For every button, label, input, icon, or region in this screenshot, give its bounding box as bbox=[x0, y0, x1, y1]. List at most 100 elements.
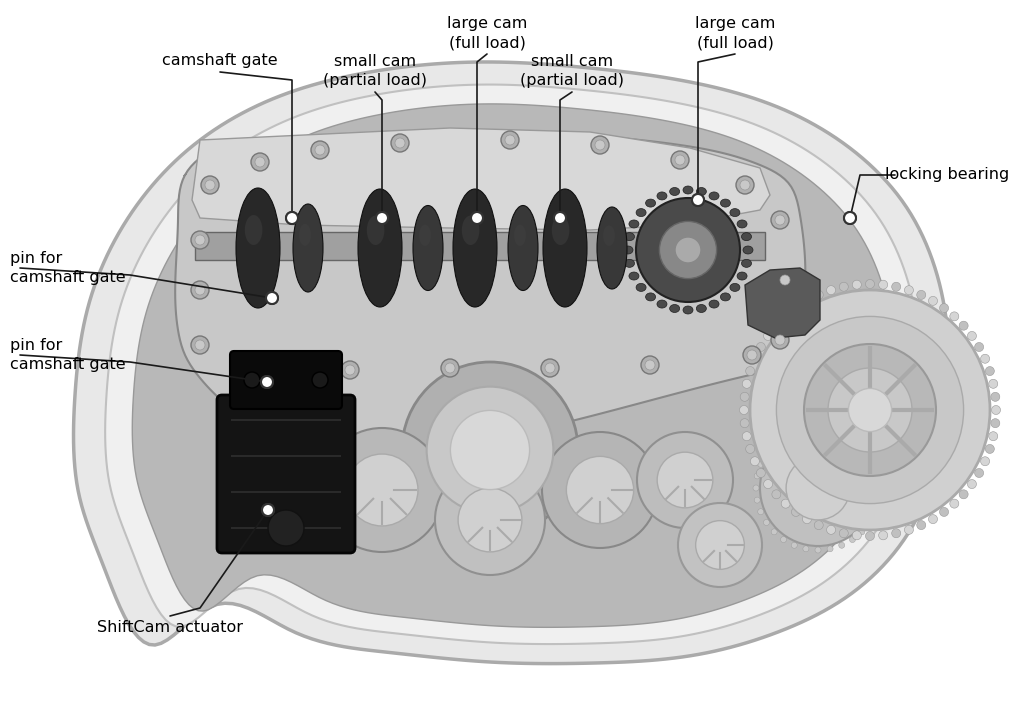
Circle shape bbox=[195, 285, 205, 295]
Ellipse shape bbox=[803, 546, 809, 552]
Circle shape bbox=[692, 194, 705, 206]
Ellipse shape bbox=[852, 281, 861, 289]
Ellipse shape bbox=[904, 526, 913, 534]
Polygon shape bbox=[74, 62, 948, 664]
Ellipse shape bbox=[772, 489, 781, 499]
Ellipse shape bbox=[916, 291, 926, 299]
Ellipse shape bbox=[751, 457, 760, 466]
Circle shape bbox=[775, 215, 785, 225]
Circle shape bbox=[501, 131, 519, 149]
Ellipse shape bbox=[991, 393, 999, 401]
Circle shape bbox=[395, 138, 406, 148]
Ellipse shape bbox=[757, 469, 765, 477]
Circle shape bbox=[191, 281, 209, 299]
Ellipse shape bbox=[657, 300, 667, 308]
Circle shape bbox=[191, 336, 209, 354]
Ellipse shape bbox=[803, 424, 809, 430]
Text: camshaft gate: camshaft gate bbox=[162, 53, 278, 68]
Ellipse shape bbox=[876, 473, 882, 479]
Text: large cam
(full load): large cam (full load) bbox=[695, 17, 775, 50]
Circle shape bbox=[262, 504, 274, 516]
Circle shape bbox=[345, 365, 355, 375]
Ellipse shape bbox=[670, 304, 680, 312]
Circle shape bbox=[458, 488, 522, 552]
Circle shape bbox=[844, 212, 856, 224]
Ellipse shape bbox=[865, 531, 874, 541]
Circle shape bbox=[451, 411, 529, 489]
Ellipse shape bbox=[940, 508, 948, 516]
Ellipse shape bbox=[771, 529, 777, 535]
Ellipse shape bbox=[840, 282, 848, 291]
Ellipse shape bbox=[879, 281, 888, 289]
Circle shape bbox=[319, 428, 444, 552]
Ellipse shape bbox=[981, 354, 989, 363]
Ellipse shape bbox=[543, 189, 587, 307]
Ellipse shape bbox=[683, 186, 693, 194]
Circle shape bbox=[205, 180, 215, 190]
Circle shape bbox=[545, 363, 555, 373]
Ellipse shape bbox=[981, 457, 989, 466]
Polygon shape bbox=[193, 128, 770, 230]
Ellipse shape bbox=[780, 536, 786, 542]
Ellipse shape bbox=[815, 423, 821, 429]
Circle shape bbox=[312, 372, 328, 388]
Circle shape bbox=[771, 331, 790, 349]
Circle shape bbox=[746, 350, 757, 360]
Circle shape bbox=[566, 456, 634, 523]
Circle shape bbox=[445, 363, 455, 373]
Ellipse shape bbox=[358, 189, 402, 307]
Ellipse shape bbox=[839, 542, 845, 548]
Ellipse shape bbox=[916, 521, 926, 530]
Ellipse shape bbox=[850, 434, 855, 440]
Text: pin for
camshaft gate: pin for camshaft gate bbox=[10, 251, 126, 285]
Ellipse shape bbox=[892, 282, 901, 291]
Circle shape bbox=[471, 212, 483, 224]
Ellipse shape bbox=[745, 367, 755, 375]
Ellipse shape bbox=[743, 246, 753, 254]
Polygon shape bbox=[105, 85, 919, 644]
Ellipse shape bbox=[737, 272, 748, 280]
Circle shape bbox=[376, 212, 388, 224]
Circle shape bbox=[402, 362, 578, 538]
Ellipse shape bbox=[879, 531, 888, 540]
Ellipse shape bbox=[929, 296, 938, 305]
Ellipse shape bbox=[866, 519, 872, 526]
Circle shape bbox=[427, 387, 553, 513]
Ellipse shape bbox=[764, 519, 769, 526]
Circle shape bbox=[542, 432, 658, 548]
Ellipse shape bbox=[781, 312, 791, 321]
Ellipse shape bbox=[859, 529, 865, 535]
Ellipse shape bbox=[740, 393, 750, 401]
Circle shape bbox=[541, 359, 559, 377]
Circle shape bbox=[657, 452, 713, 508]
Ellipse shape bbox=[755, 497, 760, 503]
Ellipse shape bbox=[462, 215, 479, 245]
Ellipse shape bbox=[453, 189, 497, 307]
Circle shape bbox=[346, 454, 418, 526]
Ellipse shape bbox=[827, 424, 834, 430]
Ellipse shape bbox=[753, 485, 759, 491]
Circle shape bbox=[266, 292, 278, 304]
Circle shape bbox=[391, 134, 409, 152]
Polygon shape bbox=[175, 131, 805, 451]
Circle shape bbox=[195, 235, 205, 245]
Circle shape bbox=[844, 212, 856, 224]
Circle shape bbox=[743, 346, 761, 364]
Ellipse shape bbox=[865, 280, 874, 288]
Circle shape bbox=[262, 504, 274, 516]
Ellipse shape bbox=[670, 187, 680, 195]
Ellipse shape bbox=[721, 199, 730, 207]
Ellipse shape bbox=[866, 450, 872, 456]
Ellipse shape bbox=[929, 515, 938, 523]
Ellipse shape bbox=[740, 419, 750, 428]
Circle shape bbox=[341, 361, 359, 379]
Circle shape bbox=[736, 176, 754, 194]
Ellipse shape bbox=[859, 441, 865, 447]
Circle shape bbox=[554, 212, 566, 224]
Ellipse shape bbox=[742, 380, 752, 388]
Ellipse shape bbox=[991, 406, 1000, 414]
Circle shape bbox=[692, 194, 705, 206]
Circle shape bbox=[244, 372, 260, 388]
Circle shape bbox=[471, 212, 483, 224]
Ellipse shape bbox=[419, 225, 431, 246]
